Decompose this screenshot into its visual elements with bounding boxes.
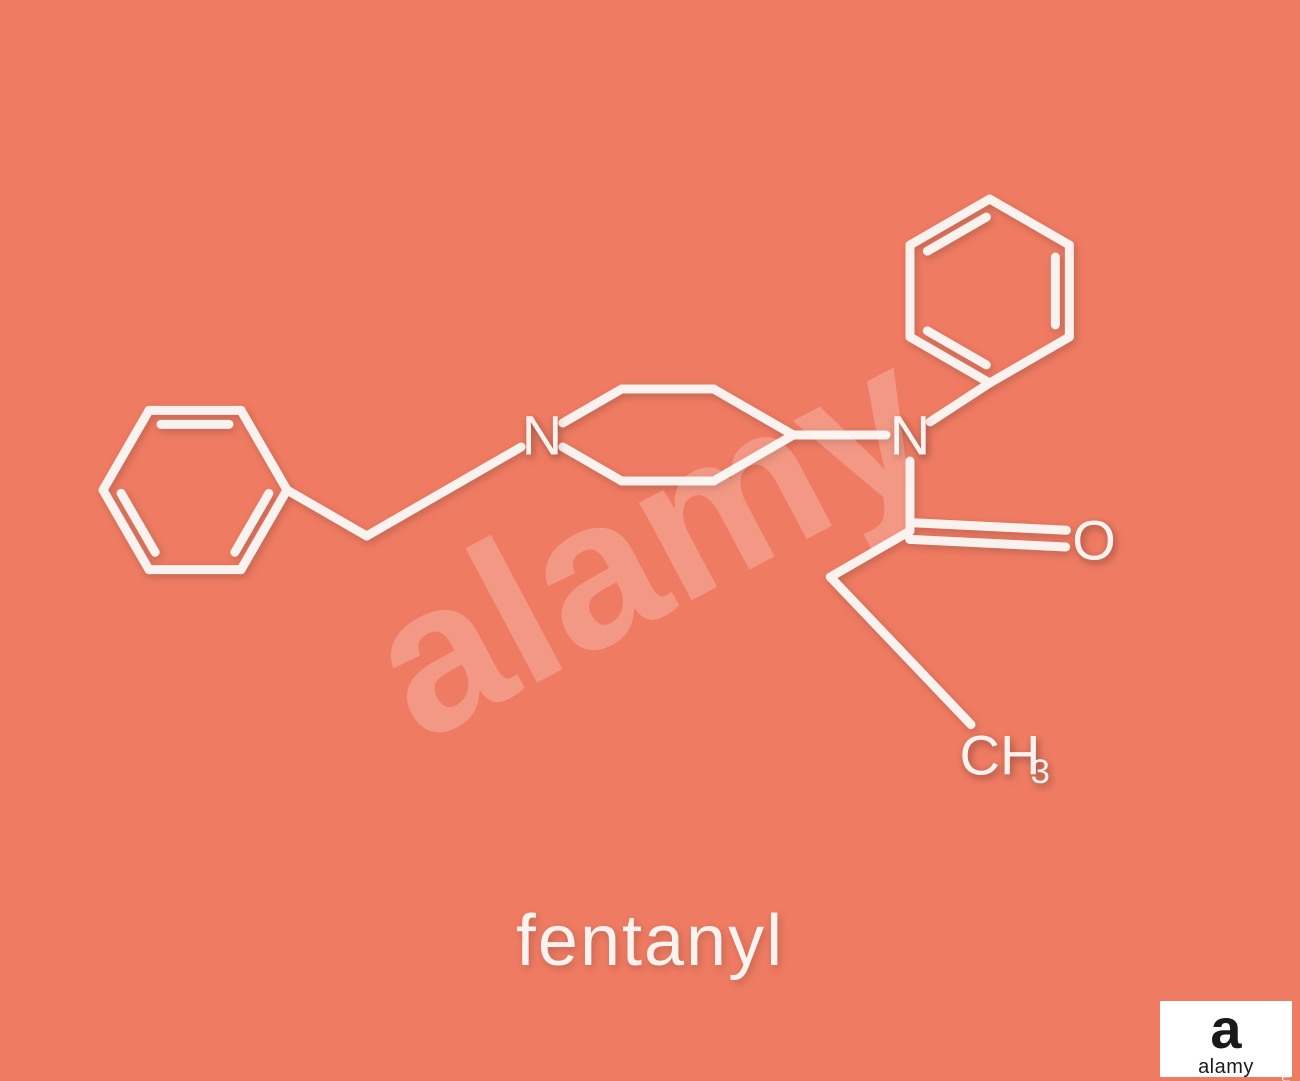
svg-text:CH: CH [960,724,1041,787]
stock-logo: a alamy [1160,1001,1292,1077]
svg-text:3: 3 [1031,753,1050,791]
stock-logo-brand: alamy [1160,1057,1292,1077]
svg-text:O: O [1072,509,1116,572]
stock-logo-letter: a [1160,1001,1292,1057]
svg-text:N: N [522,404,562,467]
diagram-canvas: N N O CH3 fentanyl alamy a alamy Image ID: … [0,0,1300,1081]
molecule-title: fentanyl [516,900,784,982]
svg-text:N: N [890,404,930,467]
image-id-text: Image ID: KMRRP3 www.alamy.com [1277,1075,1294,1081]
